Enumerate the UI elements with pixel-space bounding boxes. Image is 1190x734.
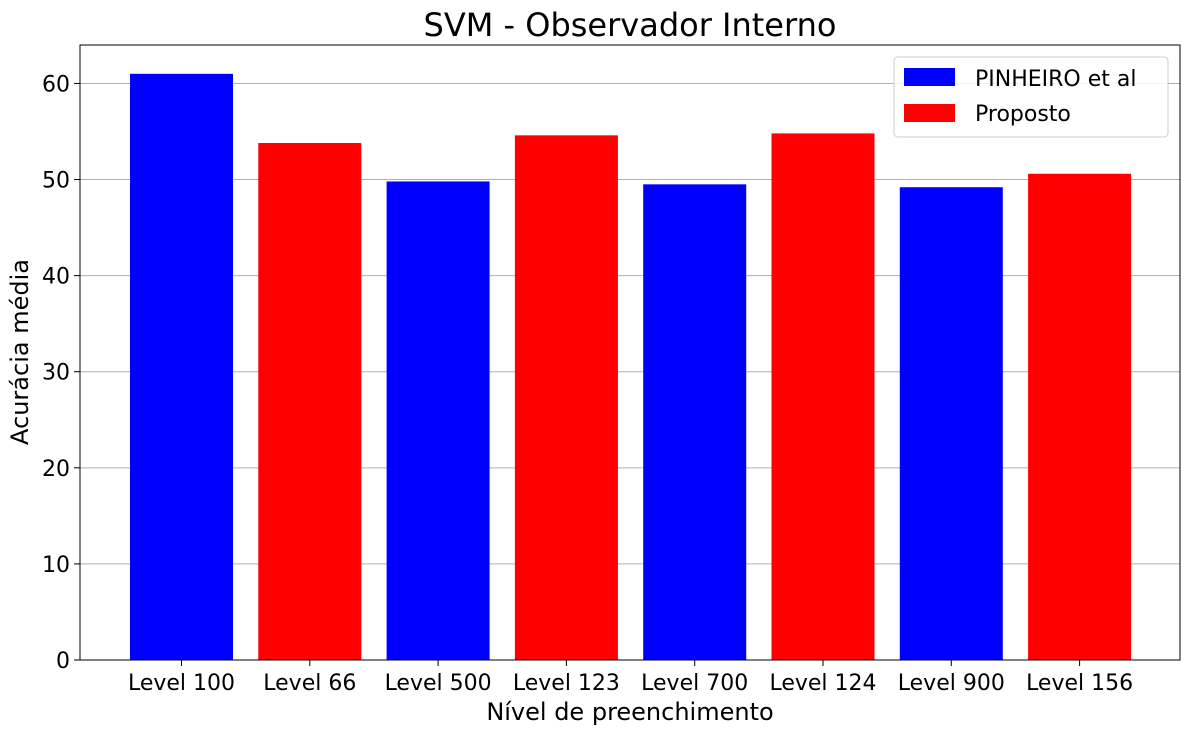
bar-level-700 (643, 184, 747, 660)
chart-title: SVM - Observador Interno (424, 6, 837, 44)
y-tick-label: 40 (42, 265, 70, 290)
legend-label-proposto: Proposto (975, 102, 1071, 127)
bar-level-500 (386, 181, 490, 660)
y-tick-label: 50 (42, 169, 70, 194)
legend: PINHEIRO et al Proposto (893, 56, 1169, 138)
y-tick-label: 10 (42, 553, 70, 578)
legend-frame (893, 56, 1169, 138)
legend-swatch-proposto (904, 104, 955, 122)
x-tick-label-level-100: Level 100 (128, 671, 235, 696)
x-tick-label-level-124: Level 124 (769, 671, 876, 696)
x-tick-label-level-900: Level 900 (898, 671, 1005, 696)
y-tick-label: 0 (56, 649, 70, 674)
bars (130, 73, 1132, 660)
y-tick-label: 60 (42, 72, 70, 97)
x-axis-label: Nível de preenchimento (486, 698, 773, 726)
bar-level-123 (514, 135, 618, 660)
bar-level-100 (130, 73, 233, 660)
y-axis-label: Acurácia média (6, 259, 34, 445)
x-tick-label-level-156: Level 156 (1026, 671, 1133, 696)
y-tick-label: 30 (42, 361, 70, 386)
bar-level-900 (899, 187, 1003, 660)
x-tick-label-level-700: Level 700 (641, 671, 748, 696)
x-axis-ticks: Level 100 Level 66 Level 500 Level 123 Level… (128, 660, 1133, 696)
y-tick-label: 20 (42, 457, 70, 482)
x-tick-label-level-500: Level 500 (385, 671, 492, 696)
gridlines (80, 82, 1180, 565)
legend-swatch-pinheiro (904, 68, 955, 86)
bar-level-156 (1028, 173, 1132, 660)
y-axis-ticks: 0 10 20 30 40 50 60 (42, 72, 80, 674)
x-tick-label-level-123: Level 123 (513, 671, 620, 696)
plot-frame (79, 44, 1181, 661)
bar-level-124 (771, 133, 875, 660)
legend-label-pinheiro: PINHEIRO et al (975, 67, 1137, 92)
bar-level-66 (258, 143, 362, 660)
x-tick-label-level-66: Level 66 (263, 671, 356, 696)
